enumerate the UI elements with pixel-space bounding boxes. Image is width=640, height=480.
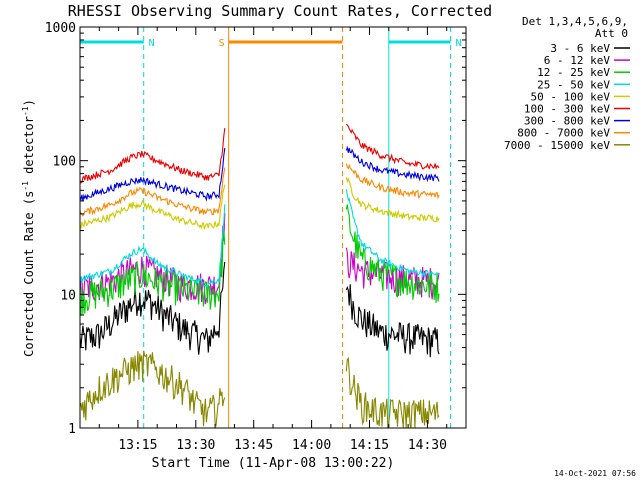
y-tick-label: 1000 [45,21,76,36]
legend-label-5: 100 - 300 keV [524,103,610,116]
legend-label-1: 6 - 12 keV [544,54,611,67]
legend-label-6: 300 - 800 keV [524,115,610,128]
x-axis-label: Start Time (11-Apr-08 13:00:22) [152,456,395,471]
y-tick-label: 1 [68,422,76,437]
series-line-post-8 [345,356,440,429]
series-line-post-2 [345,204,440,303]
chart-title: RHESSI Observing Summary Count Rates, Co… [68,2,492,20]
legend-label-7: 800 - 7000 keV [517,127,610,140]
series-line-pre-7 [79,167,226,217]
legend-header-line1: Det 1,3,4,5,6,9, [522,15,628,28]
timestamp-footer: 14-Oct-2021 07:56 [554,469,636,478]
y-tick-label: 10 [60,288,76,303]
axes: 13:15 13:30 13:45 14:00 14:15 14:30 1 10 100 1000 [45,21,467,453]
series-line-pre-2 [79,230,226,316]
series-line-post-5 [345,123,440,170]
y-tick-label: 100 [53,155,76,170]
x-tick-label: 14:15 [350,438,389,453]
marker-label-1: N [456,38,462,49]
x-tick-label: 14:30 [408,438,447,453]
marker-label-2: S [219,38,225,49]
legend-label-0: 3 - 6 keV [550,42,610,55]
y-axis-label: Corrected Count Rate (s-1 detector-1) [21,99,36,357]
legend-label-8: 7000 - 15000 keV [504,139,610,152]
series-layer [79,123,440,429]
series-line-post-0 [345,284,440,358]
legend-label-2: 12 - 25 keV [537,66,610,79]
x-tick-label: 13:15 [118,438,157,453]
series-line-post-3 [345,189,440,279]
legend-label-4: 50 - 100 keV [531,90,611,103]
marker-label-0: N [149,38,155,49]
series-line-pre-0 [79,261,226,355]
series-line-post-4 [345,177,440,223]
series-line-post-7 [345,163,440,200]
x-tick-label: 13:30 [176,438,215,453]
legend-header-line2: Att 0 [595,27,628,40]
x-tick-label: 14:00 [292,438,331,453]
series-line-post-6 [345,145,440,183]
series-line-pre-6 [79,147,226,202]
series-line-pre-8 [79,350,226,427]
series-line-pre-4 [79,184,226,230]
legend-label-3: 25 - 50 keV [537,78,610,91]
x-tick-label: 13:45 [234,438,273,453]
plot-frame [79,26,467,429]
series-line-pre-5 [79,128,226,184]
series-line-pre-3 [79,204,226,288]
